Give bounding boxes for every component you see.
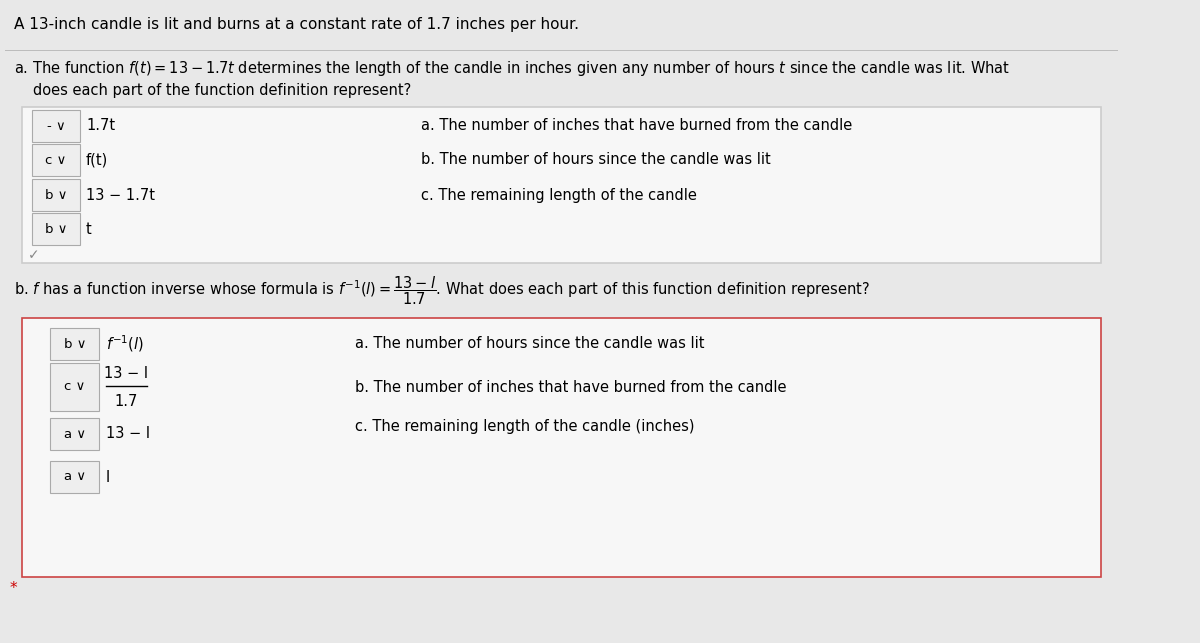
Text: A 13-inch candle is lit and burns at a constant rate of 1.7 inches per hour.: A 13-inch candle is lit and burns at a c… xyxy=(14,17,580,33)
Text: $f^{-1}(l)$: $f^{-1}(l)$ xyxy=(106,334,144,354)
Text: *: * xyxy=(10,581,17,595)
Text: l: l xyxy=(106,469,109,484)
FancyBboxPatch shape xyxy=(31,213,80,245)
Text: 13 − l: 13 − l xyxy=(106,426,150,442)
Text: a. The function $f(t) = 13 - 1.7t$ determines the length of the candle in inches: a. The function $f(t) = 13 - 1.7t$ deter… xyxy=(14,59,1010,78)
Text: a ∨: a ∨ xyxy=(64,471,86,484)
Text: a. The number of hours since the candle was lit: a. The number of hours since the candle … xyxy=(355,336,704,352)
Text: b. The number of inches that have burned from the candle: b. The number of inches that have burned… xyxy=(355,379,787,395)
Text: c. The remaining length of the candle: c. The remaining length of the candle xyxy=(421,188,697,203)
Text: b ∨: b ∨ xyxy=(44,188,67,201)
FancyBboxPatch shape xyxy=(31,110,80,142)
FancyBboxPatch shape xyxy=(50,418,100,450)
Text: ✓: ✓ xyxy=(28,248,40,262)
Text: 1.7t: 1.7t xyxy=(86,118,115,134)
FancyBboxPatch shape xyxy=(31,179,80,211)
Text: a ∨: a ∨ xyxy=(64,428,86,440)
Text: does each part of the function definition represent?: does each part of the function definitio… xyxy=(32,84,410,98)
Text: c ∨: c ∨ xyxy=(64,381,85,394)
Text: b ∨: b ∨ xyxy=(64,338,86,350)
Text: t: t xyxy=(86,221,91,237)
Text: 13 − l: 13 − l xyxy=(104,367,149,381)
FancyBboxPatch shape xyxy=(22,107,1100,263)
FancyBboxPatch shape xyxy=(50,328,100,360)
FancyBboxPatch shape xyxy=(50,461,100,493)
Text: c. The remaining length of the candle (inches): c. The remaining length of the candle (i… xyxy=(355,419,695,435)
FancyBboxPatch shape xyxy=(31,144,80,176)
Text: a. The number of inches that have burned from the candle: a. The number of inches that have burned… xyxy=(421,118,852,134)
Text: c ∨: c ∨ xyxy=(46,154,67,167)
Text: f(t): f(t) xyxy=(86,152,108,167)
Text: 1.7: 1.7 xyxy=(114,394,138,408)
FancyBboxPatch shape xyxy=(50,363,100,411)
Text: b ∨: b ∨ xyxy=(44,222,67,235)
Text: 13 − 1.7t: 13 − 1.7t xyxy=(86,188,155,203)
Text: b. The number of hours since the candle was lit: b. The number of hours since the candle … xyxy=(421,152,770,167)
Text: b. $f$ has a function inverse whose formula is $f^{-1}(l) = \dfrac{13 - l}{1.7}$: b. $f$ has a function inverse whose form… xyxy=(14,275,870,307)
Text: - ∨: - ∨ xyxy=(47,120,66,132)
FancyBboxPatch shape xyxy=(22,318,1100,577)
